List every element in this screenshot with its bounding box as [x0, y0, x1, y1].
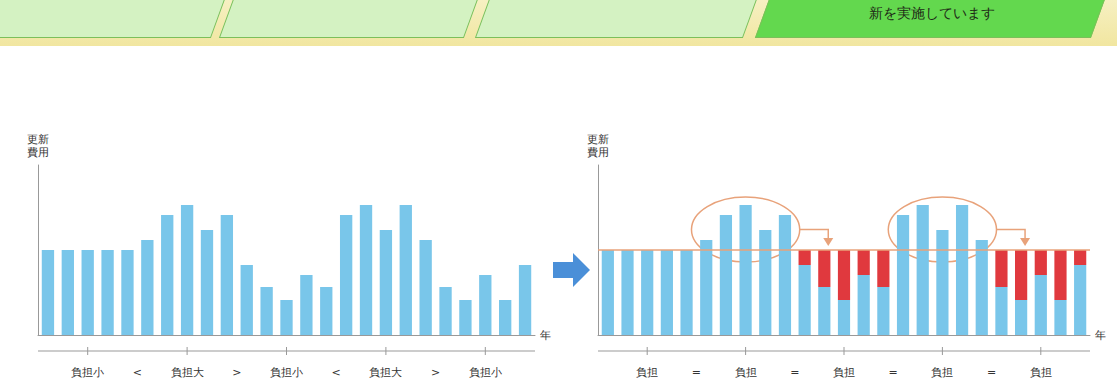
- svg-text:負担大: 負担大: [171, 366, 204, 379]
- svg-text:=: =: [889, 366, 898, 379]
- svg-text:更新: 更新: [27, 133, 49, 146]
- svg-text:負担大: 負担大: [369, 366, 402, 379]
- svg-text:=: =: [692, 366, 701, 379]
- svg-text:負担: 負担: [931, 366, 953, 379]
- svg-text:負担: 負担: [1030, 366, 1052, 379]
- svg-text:年: 年: [1095, 329, 1106, 342]
- svg-text:負担: 負担: [833, 366, 855, 379]
- svg-text:負担: 負担: [735, 366, 757, 379]
- svg-text:負担小: 負担小: [270, 366, 303, 379]
- svg-text:>: >: [431, 366, 440, 379]
- svg-text:=: =: [790, 366, 799, 379]
- svg-text:負担小: 負担小: [469, 366, 502, 379]
- svg-text:負担小: 負担小: [71, 366, 104, 379]
- svg-text:費用: 費用: [587, 146, 609, 159]
- svg-text:費用: 費用: [27, 146, 49, 159]
- svg-text:負担: 負担: [636, 366, 658, 379]
- svg-text:>: >: [232, 366, 241, 379]
- svg-text:年: 年: [540, 329, 551, 342]
- svg-text:<: <: [332, 366, 341, 379]
- svg-text:<: <: [133, 366, 142, 379]
- svg-text:=: =: [987, 366, 996, 379]
- html-text:新を実施しています: 新を実施しています: [868, 5, 995, 21]
- svg-text:更新: 更新: [587, 133, 609, 146]
